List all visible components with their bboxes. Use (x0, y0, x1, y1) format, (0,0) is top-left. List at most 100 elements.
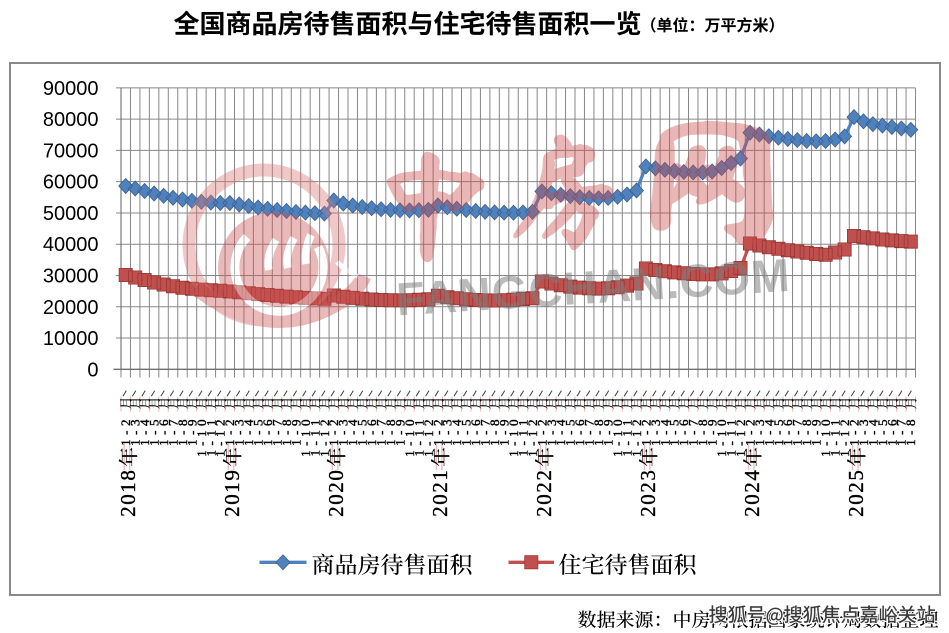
svg-text:10000: 10000 (43, 328, 99, 350)
svg-text:2023: 2023 (636, 469, 660, 517)
svg-text:1-10: 1-10 (506, 415, 521, 457)
svg-text:1-4: 1-4 (137, 415, 152, 446)
svg-text:70000: 70000 (43, 140, 99, 162)
svg-text:1-11: 1-11 (411, 415, 426, 456)
svg-text:1-5: 1-5 (355, 415, 370, 446)
svg-text:1-5: 1-5 (251, 415, 266, 446)
svg-text:40000: 40000 (43, 234, 99, 256)
svg-text:1-8: 1-8 (591, 415, 606, 446)
svg-text:1-10: 1-10 (818, 415, 833, 457)
svg-text:1-4: 1-4 (345, 415, 360, 446)
svg-text:1-2: 1-2 (326, 415, 341, 446)
svg-text:1-10: 1-10 (402, 415, 417, 457)
svg-text:1-7: 1-7 (269, 415, 284, 446)
svg-text:1-4: 1-4 (865, 415, 880, 446)
svg-text:0: 0 (87, 359, 98, 381)
svg-text:1-9: 1-9 (809, 415, 824, 446)
svg-text:2022: 2022 (532, 469, 556, 517)
svg-text:80000: 80000 (43, 109, 99, 131)
svg-text:1-6: 1-6 (780, 415, 795, 446)
svg-text:1-6: 1-6 (468, 415, 483, 446)
svg-text:1-6: 1-6 (572, 415, 587, 446)
svg-text:1-7: 1-7 (582, 415, 597, 446)
svg-text:1-3: 1-3 (752, 415, 767, 446)
svg-text:1-7: 1-7 (165, 415, 180, 446)
svg-text:1-10: 1-10 (194, 415, 209, 457)
svg-text:1-2: 1-2 (118, 415, 133, 446)
svg-text:1-12: 1-12 (629, 415, 644, 457)
svg-text:1-6: 1-6 (364, 415, 379, 446)
svg-text:1-2: 1-2 (846, 415, 861, 446)
svg-text:1-4: 1-4 (657, 415, 672, 446)
svg-text:1-10: 1-10 (714, 415, 729, 457)
svg-text:1-12: 1-12 (733, 415, 748, 457)
svg-text:2021: 2021 (428, 469, 452, 517)
svg-text:1-7: 1-7 (790, 415, 805, 446)
svg-text:1-3: 1-3 (440, 415, 455, 446)
svg-text:30000: 30000 (43, 266, 99, 288)
svg-text:1-5: 1-5 (771, 415, 786, 446)
svg-text:90000: 90000 (43, 78, 99, 100)
svg-text:1-6: 1-6 (260, 415, 275, 446)
svg-text:1-4: 1-4 (553, 415, 568, 446)
svg-text:1-5: 1-5 (875, 415, 890, 446)
svg-text:1-8: 1-8 (695, 415, 710, 446)
svg-text:1-7: 1-7 (478, 415, 493, 446)
svg-text:1-9: 1-9 (496, 415, 511, 446)
svg-text:1-4: 1-4 (761, 415, 776, 446)
svg-text:2024: 2024 (740, 469, 764, 517)
svg-text:1-5: 1-5 (667, 415, 682, 446)
svg-text:1-5: 1-5 (147, 415, 162, 446)
svg-text:1-4: 1-4 (449, 415, 464, 446)
svg-text:60000: 60000 (43, 172, 99, 194)
svg-text:1-11: 1-11 (203, 415, 218, 456)
svg-text:1-8: 1-8 (799, 415, 814, 446)
svg-text:1-9: 1-9 (601, 415, 616, 446)
svg-text:1-11: 1-11 (307, 415, 322, 456)
svg-text:1-6: 1-6 (676, 415, 691, 446)
svg-text:1-8: 1-8 (383, 415, 398, 446)
svg-text:2020: 2020 (324, 469, 348, 517)
svg-text:1-3: 1-3 (128, 415, 143, 446)
svg-text:1-11: 1-11 (723, 415, 738, 456)
svg-text:1-2: 1-2 (742, 415, 757, 446)
svg-text:20000: 20000 (43, 297, 99, 319)
svg-text:1-7: 1-7 (374, 415, 389, 446)
svg-text:1-8: 1-8 (487, 415, 502, 446)
svg-text:2019: 2019 (220, 469, 244, 517)
svg-text:1-12: 1-12 (317, 415, 332, 457)
svg-text:1-7: 1-7 (686, 415, 701, 446)
svg-text:2018: 2018 (116, 469, 140, 517)
svg-text:1-9: 1-9 (184, 415, 199, 446)
svg-text:2025: 2025 (844, 469, 868, 517)
svg-text:1-12: 1-12 (213, 415, 228, 457)
svg-text:1-3: 1-3 (856, 415, 871, 446)
svg-text:1-3: 1-3 (232, 415, 247, 446)
svg-text:1-5: 1-5 (459, 415, 474, 446)
svg-text:1-4: 1-4 (241, 415, 256, 446)
svg-text:1-11: 1-11 (515, 415, 530, 456)
svg-text:1-11: 1-11 (619, 415, 634, 456)
svg-text:1-12: 1-12 (837, 415, 852, 457)
svg-text:1-3: 1-3 (544, 415, 559, 446)
svg-text:1-7: 1-7 (894, 415, 909, 446)
svg-text:1-2: 1-2 (534, 415, 549, 446)
svg-text:1-5: 1-5 (563, 415, 578, 446)
svg-text:1-12: 1-12 (525, 415, 540, 457)
svg-text:1-2: 1-2 (430, 415, 445, 446)
svg-text:1-3: 1-3 (336, 415, 351, 446)
svg-text:1-11: 1-11 (828, 415, 843, 456)
svg-text:1-9: 1-9 (705, 415, 720, 446)
svg-text:1-2: 1-2 (222, 415, 237, 446)
svg-text:1-10: 1-10 (298, 415, 313, 457)
svg-text:1-9: 1-9 (392, 415, 407, 446)
svg-text:1-8: 1-8 (175, 415, 190, 446)
svg-text:1-9: 1-9 (288, 415, 303, 446)
svg-text:1-8: 1-8 (903, 415, 918, 446)
svg-text:1-6: 1-6 (156, 415, 171, 446)
svg-text:50000: 50000 (43, 203, 99, 225)
svg-text:1-12: 1-12 (421, 415, 436, 457)
svg-text:1-2: 1-2 (638, 415, 653, 446)
svg-text:1-10: 1-10 (610, 415, 625, 457)
svg-text:1-8: 1-8 (279, 415, 294, 446)
